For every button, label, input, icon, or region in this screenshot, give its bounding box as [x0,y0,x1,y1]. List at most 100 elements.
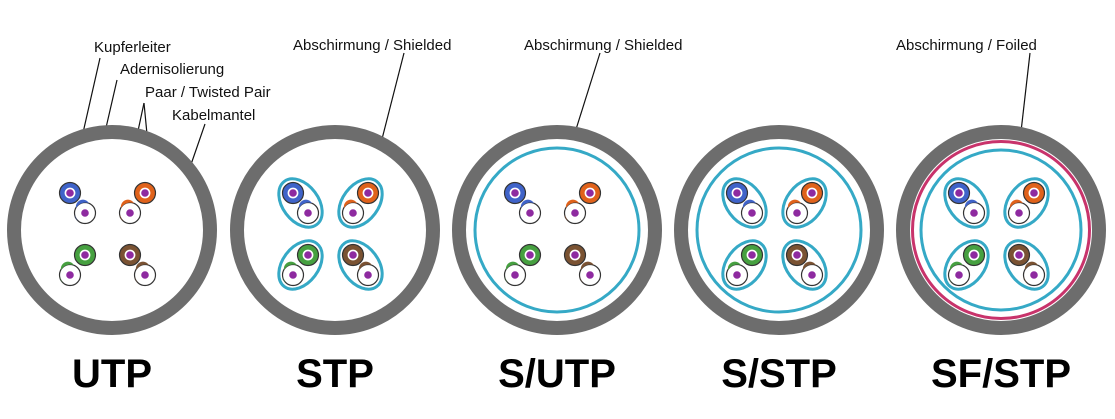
wire-stripe [75,199,89,208]
wire-solid [133,181,157,205]
wire-solid [1022,181,1046,205]
pair-shield [277,239,324,291]
wire-solid [503,181,527,205]
wire-solid [356,181,380,205]
wire-solid [962,243,986,267]
cable-utp [7,125,217,335]
pair-blue [943,177,990,229]
copper-conductor [64,269,76,281]
pair-shield [721,177,768,229]
wire-stripe [802,261,816,270]
label-adernisolierung: Adernisolierung [120,61,224,78]
copper-conductor [953,187,965,199]
pair-orange [1003,177,1050,229]
wire-solid [296,243,320,267]
wire-stripe [565,199,579,208]
copper-conductor [79,207,91,219]
copper-conductor [302,249,314,261]
copper-conductor [509,269,521,281]
pair-shield [943,239,990,291]
pair-brown [337,239,384,291]
wire-stripe [60,261,74,270]
copper-conductor [968,207,980,219]
pair-orange [781,177,828,229]
pair-brown [781,239,828,291]
caption-s-utp: S/UTP [498,352,616,396]
pair-shield [277,177,324,229]
pair-shield [1003,239,1050,291]
wire-striped [725,261,749,287]
wire-solid [281,181,305,205]
wire-striped [58,261,82,287]
pair-blue [277,177,324,229]
copper-conductor [1028,269,1040,281]
wire-solid [58,181,82,205]
wire-solid [341,243,365,267]
wire-solid [1007,243,1031,267]
cable-jacket [7,125,217,335]
wire-stripe [580,261,594,270]
wire-stripe [742,199,756,208]
wire-stripe [120,199,134,208]
copper-conductor [731,269,743,281]
wire-striped [740,199,764,225]
pair-green [277,239,324,291]
label-stp-shielded: Abschirmung / Shielded [293,37,451,54]
pair-shield [781,177,828,229]
wire-stripe [358,261,372,270]
wire-stripe [787,199,801,208]
wire-stripe [343,199,357,208]
pair-shield [781,239,828,291]
overall-shield [473,146,641,314]
wire-solid [800,181,824,205]
copper-conductor [347,249,359,261]
copper-conductor [806,187,818,199]
wire-solid [118,243,142,267]
wire-solid [785,243,809,267]
copper-conductor [569,249,581,261]
copper-conductor [347,207,359,219]
wire-solid [578,181,602,205]
wire-striped [1007,199,1031,225]
pair-orange [563,181,602,225]
copper-conductor [139,269,151,281]
copper-conductor [124,207,136,219]
pair-orange [118,181,157,225]
wire-solid [725,181,749,205]
wire-stripe [1024,261,1038,270]
copper-conductor [806,269,818,281]
copper-conductor [791,249,803,261]
pair-green [58,243,97,287]
wire-stripe [283,261,297,270]
pair-brown [563,243,602,287]
wire-solid [518,243,542,267]
wire-striped [518,199,542,225]
wire-striped [800,261,824,287]
copper-conductor [524,249,536,261]
pair-orange [337,177,384,229]
wire-striped [1022,261,1046,287]
foil-gap [915,144,1087,316]
wire-striped [356,261,380,287]
pair-blue [721,177,768,229]
wire-striped [118,199,142,225]
pair-blue [58,181,97,225]
cable-stp [230,125,440,335]
pair-green [721,239,768,291]
pair-shield [721,239,768,291]
label-sfstp-foiled: Abschirmung / Foiled [896,37,1037,54]
caption-stp: STP [296,352,374,396]
pair-green [503,243,542,287]
caption-sf-stp: SF/STP [931,352,1071,396]
wire-striped [73,199,97,225]
foil-shield [911,140,1091,320]
copper-conductor [1028,187,1040,199]
overall-shield [695,146,863,314]
copper-conductor [584,187,596,199]
copper-conductor [746,207,758,219]
copper-conductor [287,187,299,199]
pair-brown [118,243,157,287]
wire-striped [341,199,365,225]
wire-stripe [298,199,312,208]
